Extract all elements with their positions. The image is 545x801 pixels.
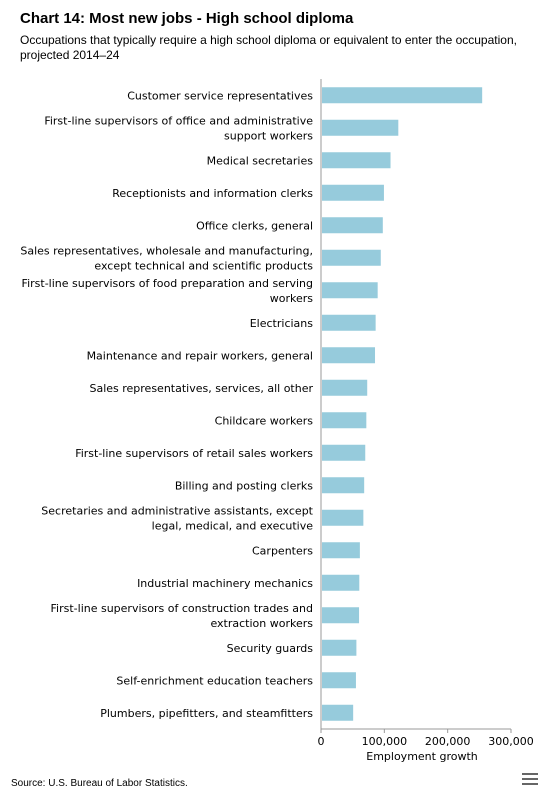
chart-subtitle: Occupations that typically require a hig… — [20, 33, 517, 62]
bar[interactable] — [322, 672, 356, 689]
bar[interactable] — [322, 379, 368, 396]
category-label: Receptionists and information clerks — [112, 187, 313, 200]
category-label: Office clerks, general — [196, 219, 313, 232]
bar[interactable] — [322, 282, 378, 299]
bar[interactable] — [322, 509, 364, 526]
bar[interactable] — [322, 444, 366, 461]
category-label: Self-enrichment education teachers — [116, 674, 313, 687]
menu-icon[interactable] — [522, 773, 538, 787]
category-label: Electricians — [250, 317, 314, 330]
category-label: Billing and posting clerks — [175, 479, 313, 492]
category-label: Security guards — [227, 642, 314, 655]
category-label: Customer service representatives — [127, 89, 313, 102]
chart-title: Chart 14: Most new jobs - High school di… — [20, 10, 354, 27]
category-label: Sales representatives, services, all oth… — [89, 382, 313, 395]
bar[interactable] — [322, 347, 376, 364]
bar[interactable] — [322, 119, 399, 136]
x-tick-label: 200,000 — [425, 735, 471, 748]
category-label: Medical secretaries — [207, 154, 314, 167]
x-axis-title: Employment growth — [366, 750, 478, 763]
category-label: First-line supervisors of construction t… — [51, 602, 314, 630]
bar[interactable] — [322, 314, 376, 331]
bar[interactable] — [322, 477, 365, 494]
bar[interactable] — [322, 184, 384, 201]
source-note: Source: U.S. Bureau of Labor Statistics. — [11, 778, 188, 789]
bar[interactable] — [322, 249, 381, 266]
bar[interactable] — [322, 87, 483, 104]
category-label: First-line supervisors of office and adm… — [44, 114, 313, 142]
category-label: Childcare workers — [215, 414, 314, 427]
category-label: Industrial machinery mechanics — [137, 577, 313, 590]
bar[interactable] — [322, 152, 391, 169]
bar[interactable] — [322, 574, 360, 591]
x-tick-label: 100,000 — [362, 735, 408, 748]
category-label: First-line supervisors of food preparati… — [22, 277, 314, 305]
bar[interactable] — [322, 217, 383, 234]
category-label: Maintenance and repair workers, general — [87, 349, 313, 362]
bar[interactable] — [322, 412, 367, 429]
x-tick-label: 300,000 — [488, 735, 534, 748]
category-label: Sales representatives, wholesale and man… — [20, 244, 313, 272]
category-label: Plumbers, pipefitters, and steamfitters — [100, 707, 313, 720]
category-label: First-line supervisors of retail sales w… — [75, 447, 313, 460]
category-label: Carpenters — [252, 544, 313, 557]
category-label: Secretaries and administrative assistant… — [41, 504, 313, 532]
bar[interactable] — [322, 607, 360, 624]
bar[interactable] — [322, 639, 357, 656]
x-tick-label: 0 — [318, 735, 325, 748]
bar[interactable] — [322, 704, 354, 721]
bar[interactable] — [322, 542, 360, 559]
